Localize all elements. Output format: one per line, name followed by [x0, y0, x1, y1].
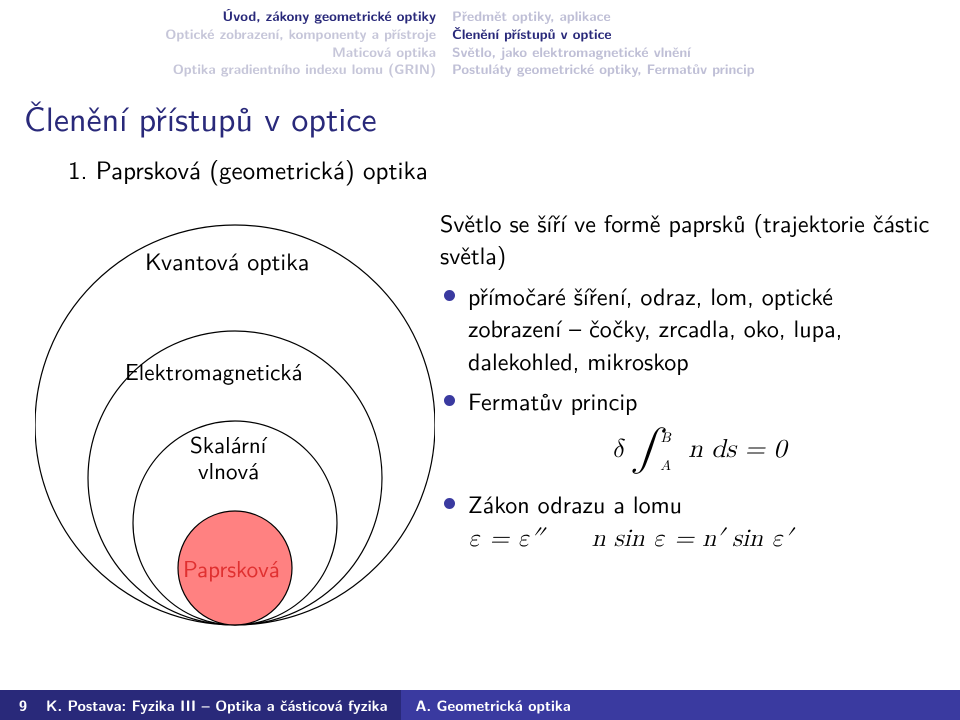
integrand: n ds = 0 — [688, 437, 786, 463]
bullet-3-text: Zákon odrazu a lomu — [468, 486, 682, 521]
eq-refraction: n sin ε = n′ sin ε′ — [592, 526, 793, 551]
bullet-2-text: Fermatův princip — [468, 383, 637, 418]
label-vlnova: vlnová — [198, 453, 259, 487]
nav-chapter-2[interactable]: Optické zobrazení, komponenty a přístroj… — [0, 26, 436, 43]
nav-chapter-1[interactable]: Úvod, zákony geometrické optiky — [0, 8, 436, 25]
nav-left-col: Úvod, zákony geometrické optiky Optické … — [0, 8, 450, 78]
nav-section-1[interactable]: Předmět optiky, aplikace — [452, 8, 960, 25]
reflection-refraction-eqs: ε = ε″ n sin ε = n′ sin ε′ — [468, 522, 930, 556]
section-heading: 1. Paprsková (geometrická) optika — [68, 150, 428, 187]
nav-section-3[interactable]: Světlo, jako elektromagnetické vlnění — [452, 44, 960, 61]
nav-chapter-3[interactable]: Maticová optika — [0, 44, 436, 61]
fermat-equation: δ ∫BA n ds = 0 — [468, 423, 930, 480]
integral-symbol: ∫ — [632, 428, 660, 470]
integral-limits: BA — [660, 431, 671, 473]
nav-chapter-4[interactable]: Optika gradientního indexu lomu (GRIN) — [0, 61, 436, 78]
top-nav: Úvod, zákony geometrické optiky Optické … — [0, 8, 960, 78]
diagram-svg: Kvantová optika Elektromagnetická Skalár… — [35, 195, 435, 645]
bullet-list: přímočaré šíření, odraz, lom, optické zo… — [440, 280, 930, 556]
slide: Úvod, zákony geometrické optiky Optické … — [0, 0, 960, 720]
nested-circles-diagram: Kvantová optika Elektromagnetická Skalár… — [0, 195, 440, 655]
footer-right: A. Geometrická optika — [401, 690, 960, 720]
footer-left: K. Postava: Fyzika III – Optika a částic… — [46, 695, 401, 716]
nav-right-col: Předmět optiky, aplikace Členění přístup… — [450, 8, 960, 78]
label-elektromagneticka: Elektromagnetická — [125, 354, 303, 388]
nav-section-4[interactable]: Postuláty geometrické optiky, Fermatův p… — [452, 61, 960, 78]
delta-symbol: δ — [612, 437, 624, 463]
bullet-1: přímočaré šíření, odraz, lom, optické zo… — [468, 280, 930, 377]
slide-title: Členění přístupů v optice — [24, 92, 377, 142]
label-paprskova: Paprsková — [183, 551, 280, 585]
footer-bar: 9 K. Postava: Fyzika III – Optika a část… — [0, 690, 960, 720]
text-column: Světlo se šíří ve formě paprsků (trajekt… — [440, 195, 960, 670]
page-number: 9 — [0, 695, 46, 716]
nav-section-2[interactable]: Členění přístupů v optice — [452, 26, 960, 43]
lead-text: Světlo se šíří ve formě paprsků (trajekt… — [440, 207, 930, 272]
bullet-3: Zákon odrazu a lomu ε = ε″ n sin ε = n′ s… — [468, 488, 930, 556]
content-area: Kvantová optika Elektromagnetická Skalár… — [0, 195, 960, 670]
bullet-1-text: přímočaré šíření, odraz, lom, optické zo… — [468, 278, 842, 378]
bullet-2: Fermatův princip δ ∫BA n ds = 0 — [468, 385, 930, 480]
eq-reflection: ε = ε″ — [468, 526, 544, 551]
label-kvantova: Kvantová optika — [145, 243, 309, 278]
